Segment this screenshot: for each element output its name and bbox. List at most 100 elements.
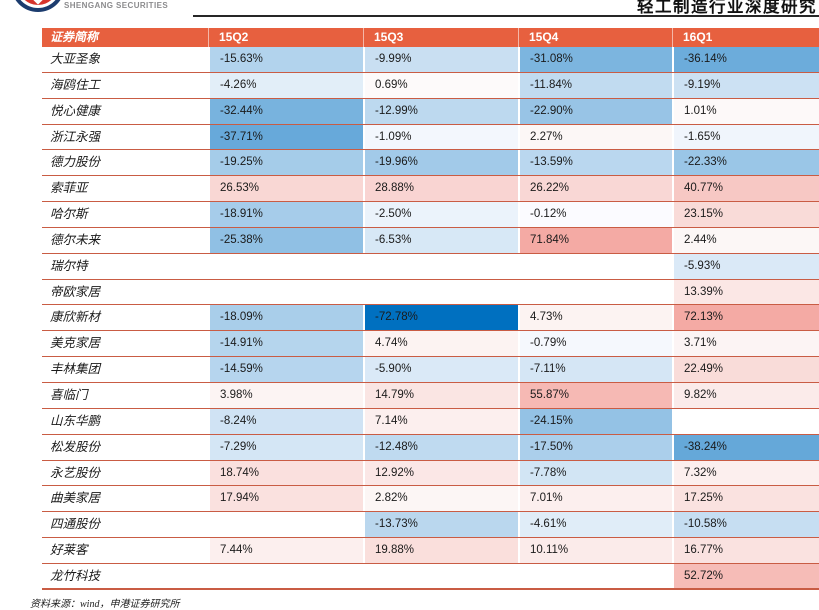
value-cell: 22.49% (672, 357, 819, 382)
value-cell: 18.74% (208, 460, 363, 486)
value-cell: -0.12% (518, 202, 672, 227)
value-cell: -1.65% (672, 124, 819, 150)
table-row: 四通股份 -13.73% -4.61% -10.58% (42, 512, 819, 539)
value-cell: 28.88% (363, 176, 518, 202)
value-cell: 2.27% (518, 124, 672, 150)
table-row: 美克家居 -14.91% 4.74% -0.79% 3.71% (42, 331, 819, 358)
stock-name-cell: 四通股份 (50, 517, 101, 532)
logo-emblem-icon (32, 0, 44, 5)
source-note: 资料来源：wind，申港证券研究所 (30, 599, 180, 610)
value-cell: 55.87% (518, 382, 672, 408)
logo-subtitle: SHENGANG SECURITIES (64, 1, 169, 10)
table-row: 德力股份 -19.25% -19.96% -13.59% -22.33% (42, 150, 819, 177)
value-cell: -5.93% (672, 253, 819, 279)
value-cell: -7.29% (208, 434, 363, 460)
shengang-logo-icon (11, 0, 65, 12)
value-cell: -19.96% (363, 150, 518, 176)
stock-name-cell: 喜临门 (50, 387, 88, 402)
stock-name-cell: 龙竹科技 (50, 568, 101, 583)
value-cell: 2.44% (672, 227, 819, 253)
table-row: 喜临门 3.98% 14.79% 55.87% 9.82% (42, 382, 819, 409)
value-cell: -24.15% (518, 408, 672, 434)
value-cell: 7.32% (672, 460, 819, 486)
stock-name-cell: 好莱客 (50, 543, 88, 558)
stock-name-cell: 悦心健康 (50, 103, 101, 118)
table-header-row: 证券简称 15Q2 15Q3 15Q4 16Q1 (42, 28, 819, 47)
value-cell: -22.90% (518, 98, 672, 124)
table-row: 曲美家居 17.94% 2.82% 7.01% 17.25% (42, 486, 819, 513)
value-cell: 12.92% (363, 460, 518, 486)
value-cell (208, 253, 363, 279)
stock-name-cell: 松发股份 (50, 439, 101, 454)
value-cell: 17.25% (672, 486, 819, 512)
value-cell (208, 279, 363, 305)
heatmap-table: 证券简称 15Q2 15Q3 15Q4 16Q1 大亚圣象 -15.63% -9.9… (42, 28, 819, 590)
page-title: 轻工制造行业深度研究 (637, 0, 817, 16)
value-cell (518, 563, 672, 588)
title-underline (193, 15, 819, 17)
table-row: 丰林集团 -14.59% -5.90% -7.11% 22.49% (42, 357, 819, 383)
value-cell: 3.98% (208, 382, 363, 408)
stock-name-cell: 康欣新材 (50, 310, 101, 325)
value-cell: -38.24% (672, 434, 819, 460)
value-cell: -4.26% (208, 72, 363, 98)
value-cell: -2.50% (363, 202, 518, 227)
table-row: 索菲亚 26.53% 28.88% 26.22% 40.77% (42, 176, 819, 203)
table-row: 好莱客 7.44% 19.88% 10.11% 16.77% (42, 538, 819, 564)
value-cell: 26.53% (208, 176, 363, 202)
stock-name-cell: 德力股份 (50, 155, 101, 170)
stock-name-cell: 山东华鹏 (50, 413, 101, 428)
value-cell: 7.01% (518, 486, 672, 512)
value-cell: 7.44% (208, 538, 363, 563)
column-header-15q2: 15Q2 (208, 28, 363, 47)
value-cell (363, 279, 518, 305)
table-row: 德尔未来 -25.38% -6.53% 71.84% 2.44% (42, 227, 819, 254)
value-cell: -72.78% (363, 305, 518, 331)
value-cell: 23.15% (672, 202, 819, 227)
value-cell: 16.77% (672, 538, 819, 563)
value-cell: -15.63% (208, 47, 363, 72)
stock-name-cell: 索菲亚 (50, 181, 88, 196)
value-cell: 0.69% (363, 72, 518, 98)
stock-name-cell: 哈尔斯 (50, 207, 88, 222)
value-cell: 13.39% (672, 279, 819, 305)
column-header-15q4: 15Q4 (518, 28, 672, 47)
value-cell: 9.82% (672, 382, 819, 408)
value-cell: -14.59% (208, 357, 363, 382)
value-cell (518, 279, 672, 305)
value-cell: 14.79% (363, 382, 518, 408)
value-cell: -36.14% (672, 47, 819, 72)
value-cell: 17.94% (208, 486, 363, 512)
value-cell: -13.59% (518, 150, 672, 176)
value-cell (363, 253, 518, 279)
column-header-stock-name: 证券简称 (50, 30, 99, 44)
value-cell (672, 408, 819, 434)
stock-name-cell: 瑞尔特 (50, 258, 88, 273)
value-cell: -17.50% (518, 434, 672, 460)
value-cell: 4.73% (518, 305, 672, 331)
value-cell: -5.90% (363, 357, 518, 382)
table-body: 大亚圣象 -15.63% -9.99% -31.08% -36.14% 海鸥住工 -4.26… (42, 47, 819, 590)
stock-name-cell: 帝欧家居 (50, 284, 101, 299)
column-header-16q1: 16Q1 (672, 28, 819, 47)
table-row: 龙竹科技 52.72% (42, 563, 819, 590)
stock-name-cell: 德尔未来 (50, 232, 101, 247)
value-cell: -4.61% (518, 512, 672, 538)
table-row: 大亚圣象 -15.63% -9.99% -31.08% -36.14% (42, 47, 819, 73)
value-cell: 72.13% (672, 305, 819, 331)
value-cell: -7.11% (518, 357, 672, 382)
table-row: 永艺股份 18.74% 12.92% -7.78% 7.32% (42, 460, 819, 487)
table-row: 悦心健康 -32.44% -12.99% -22.90% 1.01% (42, 98, 819, 125)
value-cell: -7.78% (518, 460, 672, 486)
value-cell: 2.82% (363, 486, 518, 512)
value-cell (208, 512, 363, 538)
stock-name-cell: 浙江永强 (50, 129, 101, 144)
value-cell: -8.24% (208, 408, 363, 434)
logo-center (18, 0, 58, 5)
logo-ring (15, 0, 61, 8)
value-cell (363, 563, 518, 588)
value-cell: 10.11% (518, 538, 672, 563)
value-cell: -22.33% (672, 150, 819, 176)
value-cell: -25.38% (208, 227, 363, 253)
value-cell: -18.91% (208, 202, 363, 227)
